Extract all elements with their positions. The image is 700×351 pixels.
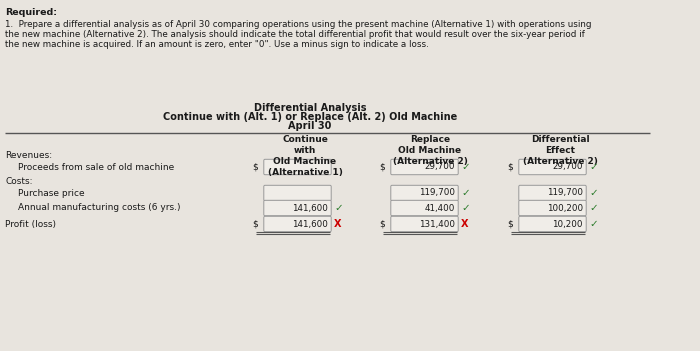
Text: 119,700: 119,700 xyxy=(547,188,583,198)
Text: 141,600: 141,600 xyxy=(292,219,328,229)
Text: $: $ xyxy=(252,219,258,229)
Text: $: $ xyxy=(508,163,513,172)
Text: ✓: ✓ xyxy=(334,203,343,213)
FancyBboxPatch shape xyxy=(519,200,586,216)
Text: 29,700: 29,700 xyxy=(424,163,455,172)
FancyBboxPatch shape xyxy=(264,216,331,232)
FancyBboxPatch shape xyxy=(264,185,331,201)
Text: 119,700: 119,700 xyxy=(419,188,455,198)
Text: $: $ xyxy=(252,163,258,172)
Text: the new machine (Alternative 2). The analysis should indicate the total differen: the new machine (Alternative 2). The ana… xyxy=(5,30,584,39)
FancyBboxPatch shape xyxy=(264,159,331,175)
Text: $: $ xyxy=(379,163,385,172)
Text: Continue
with
Old Machine
(Alternative 1): Continue with Old Machine (Alternative 1… xyxy=(267,135,342,177)
Text: X: X xyxy=(461,219,468,229)
FancyBboxPatch shape xyxy=(519,159,586,175)
Text: Differential Analysis: Differential Analysis xyxy=(253,103,366,113)
Text: $: $ xyxy=(508,219,513,229)
Text: 141,600: 141,600 xyxy=(292,204,328,212)
Text: Annual manufacturing costs (6 yrs.): Annual manufacturing costs (6 yrs.) xyxy=(18,204,181,212)
Text: Proceeds from sale of old machine: Proceeds from sale of old machine xyxy=(18,163,174,172)
Text: ✓: ✓ xyxy=(461,162,470,172)
Text: Revenues:: Revenues: xyxy=(5,151,52,159)
FancyBboxPatch shape xyxy=(264,200,331,216)
Text: ✓: ✓ xyxy=(461,188,470,198)
Text: 131,400: 131,400 xyxy=(419,219,455,229)
FancyBboxPatch shape xyxy=(391,159,458,175)
Text: 41,400: 41,400 xyxy=(425,204,455,212)
FancyBboxPatch shape xyxy=(391,185,458,201)
Text: Continue with (Alt. 1) or Replace (Alt. 2) Old Machine: Continue with (Alt. 1) or Replace (Alt. … xyxy=(163,112,457,122)
Text: ✓: ✓ xyxy=(589,219,598,229)
Text: 29,700: 29,700 xyxy=(552,163,583,172)
Text: Replace
Old Machine
(Alternative 2): Replace Old Machine (Alternative 2) xyxy=(393,135,468,166)
Text: Required:: Required: xyxy=(5,8,57,17)
Text: April 30: April 30 xyxy=(288,121,332,131)
Text: 1.  Prepare a differential analysis as of April 30 comparing operations using th: 1. Prepare a differential analysis as of… xyxy=(5,20,592,29)
Text: 100,200: 100,200 xyxy=(547,204,583,212)
Text: the new machine is acquired. If an amount is zero, enter "0". Use a minus sign t: the new machine is acquired. If an amoun… xyxy=(5,40,428,49)
FancyBboxPatch shape xyxy=(391,216,458,232)
Text: 10,200: 10,200 xyxy=(552,219,583,229)
FancyBboxPatch shape xyxy=(519,216,586,232)
Text: X: X xyxy=(334,219,342,229)
Text: Costs:: Costs: xyxy=(5,178,32,186)
Text: ✓: ✓ xyxy=(589,188,598,198)
Text: $: $ xyxy=(379,219,385,229)
FancyBboxPatch shape xyxy=(391,200,458,216)
Text: ✓: ✓ xyxy=(589,162,598,172)
Text: Differential
Effect
(Alternative 2): Differential Effect (Alternative 2) xyxy=(523,135,597,166)
Text: Purchase price: Purchase price xyxy=(18,188,85,198)
Text: ✓: ✓ xyxy=(461,203,470,213)
Text: Profit (loss): Profit (loss) xyxy=(5,219,56,229)
FancyBboxPatch shape xyxy=(519,185,586,201)
Text: ✓: ✓ xyxy=(589,203,598,213)
